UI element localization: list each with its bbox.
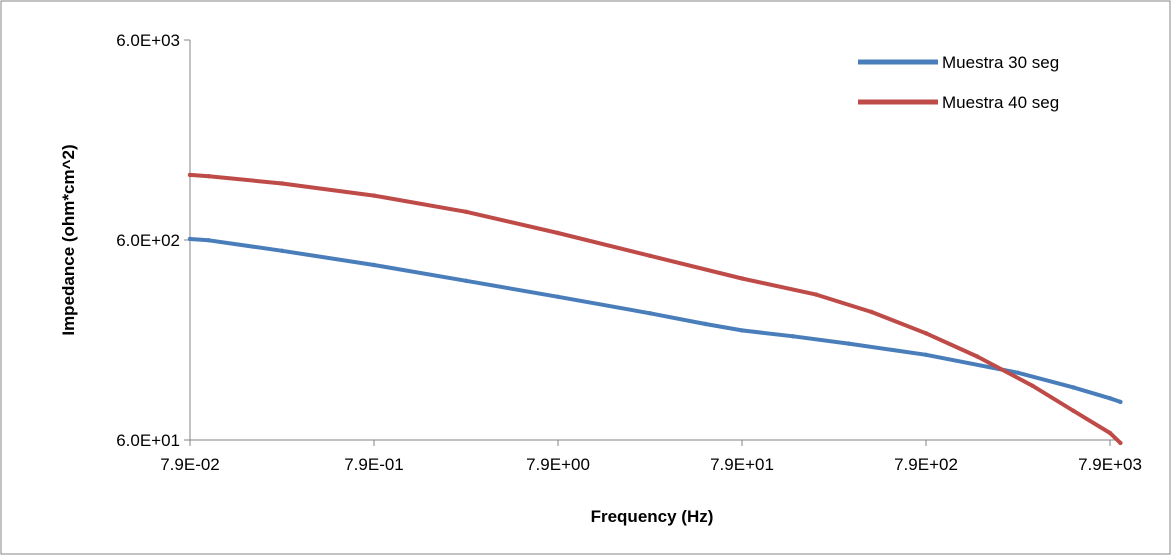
data-point [814, 292, 819, 297]
data-point [187, 172, 193, 178]
legend: Muestra 30 seg Muestra 40 seg [858, 53, 1059, 112]
data-point [1071, 408, 1076, 413]
data-point [463, 209, 469, 214]
data-point [846, 341, 851, 346]
data-point [975, 354, 980, 359]
x-ticks: 7.9E-02 7.9E-01 7.9E+00 7.9E+01 7.9E+02 7.9E+… [160, 440, 1142, 474]
data-point [703, 321, 708, 327]
x-tick-label: 7.9E+03 [1078, 455, 1142, 474]
data-point [555, 230, 561, 236]
x-tick-label: 7.9E-01 [344, 455, 404, 474]
data-point [555, 294, 561, 299]
data-point [923, 352, 929, 357]
x-tick-label: 7.9E+00 [526, 455, 590, 474]
data-point [869, 309, 874, 315]
data-point [1030, 383, 1035, 388]
data-point [279, 181, 285, 186]
data-point [647, 311, 653, 316]
x-tick-label: 7.9E-02 [160, 455, 220, 474]
data-point [791, 334, 796, 339]
y-axis-title: Impedance (ohm*cm^2) [59, 144, 78, 335]
data-point [206, 174, 211, 179]
data-point [1107, 396, 1113, 401]
data-point [463, 278, 469, 283]
x-tick-label: 7.9E+02 [894, 455, 958, 474]
data-point [739, 276, 745, 281]
data-point [187, 236, 193, 242]
data-point [923, 331, 929, 336]
data-point [279, 248, 285, 253]
series-line-muestra-30 [188, 237, 1123, 404]
data-point [1015, 370, 1021, 375]
y-ticks: 6.0E+01 6.0E+02 6.0E+03 [116, 31, 190, 450]
data-point [647, 253, 653, 258]
x-axis-title: Frequency (Hz) [591, 507, 714, 526]
data-point [371, 262, 377, 268]
data-point [1107, 430, 1113, 436]
data-point [371, 193, 377, 198]
legend-label-muestra-40: Muestra 40 seg [942, 93, 1059, 112]
data-point [739, 328, 745, 333]
data-point [1118, 440, 1123, 446]
data-point [1071, 385, 1076, 390]
x-tick-label: 7.9E+01 [710, 455, 774, 474]
y-tick-label: 6.0E+02 [116, 231, 180, 250]
series-layer [187, 172, 1123, 446]
data-point [1118, 399, 1123, 405]
y-tick-label: 6.0E+03 [116, 31, 180, 50]
legend-label-muestra-30: Muestra 30 seg [942, 53, 1059, 72]
data-point [206, 238, 211, 243]
y-tick-label: 6.0E+01 [116, 431, 180, 450]
series-line-muestra-40 [188, 172, 1123, 445]
